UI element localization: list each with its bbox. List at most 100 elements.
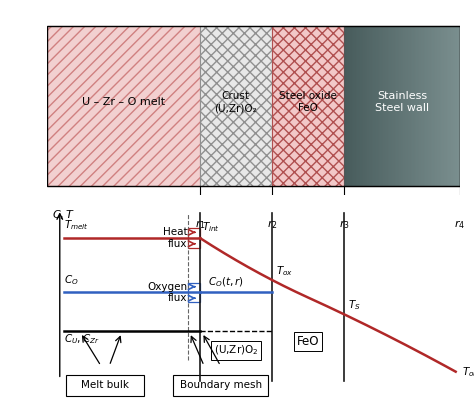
Bar [444, 25, 446, 186]
Text: $T_{ox}$: $T_{ox}$ [276, 264, 293, 278]
Bar [382, 25, 383, 186]
Text: $r_{1}$: $r_{1}$ [194, 218, 205, 231]
Bar [381, 25, 382, 186]
FancyBboxPatch shape [66, 374, 144, 395]
Bar [458, 25, 460, 186]
Bar [428, 25, 430, 186]
Bar [373, 25, 375, 186]
Text: $T_{out}$: $T_{out}$ [462, 365, 474, 378]
Bar [451, 25, 453, 186]
Text: $C_O$: $C_O$ [64, 273, 79, 287]
Bar [346, 25, 347, 186]
Bar [412, 25, 414, 186]
Bar [453, 25, 455, 186]
Bar [450, 25, 452, 186]
Bar [418, 25, 420, 186]
Bar [365, 25, 366, 186]
Bar [424, 25, 426, 186]
Bar [363, 25, 365, 186]
Bar [427, 25, 428, 186]
Text: $C, T$: $C, T$ [52, 208, 74, 220]
Bar [392, 25, 394, 186]
Bar [435, 25, 437, 186]
Bar [432, 25, 434, 186]
Text: $T_{melt}$: $T_{melt}$ [64, 219, 89, 232]
Text: Melt bulk: Melt bulk [81, 380, 129, 390]
Bar [376, 25, 378, 186]
Bar [438, 25, 440, 186]
Bar [344, 25, 346, 186]
Bar [357, 25, 359, 186]
Text: FeO: FeO [297, 334, 319, 348]
Bar [367, 25, 369, 186]
Text: $T_{int}$: $T_{int}$ [202, 220, 220, 234]
Bar [360, 25, 362, 186]
Text: Boundary mesh: Boundary mesh [180, 380, 262, 390]
Bar [359, 25, 361, 186]
Bar [200, 25, 272, 186]
Bar [396, 25, 398, 186]
Bar [402, 25, 404, 186]
Bar [374, 25, 376, 186]
Bar [408, 25, 410, 186]
Bar [425, 25, 427, 186]
Text: Stainless
Steel wall: Stainless Steel wall [375, 91, 429, 113]
Bar [362, 25, 364, 186]
Bar [448, 25, 450, 186]
Text: Crust
(U,Zr)O₂: Crust (U,Zr)O₂ [214, 91, 257, 113]
Bar [352, 25, 354, 186]
Bar [422, 25, 424, 186]
Bar [431, 25, 433, 186]
Bar [434, 25, 436, 186]
Bar [353, 25, 355, 186]
Bar [350, 25, 352, 186]
Bar [344, 25, 460, 186]
Bar [442, 25, 444, 186]
Bar [379, 25, 381, 186]
FancyBboxPatch shape [173, 374, 268, 395]
Bar [421, 25, 423, 186]
Text: U – Zr – O melt: U – Zr – O melt [82, 97, 165, 107]
Bar [401, 25, 402, 186]
Bar [372, 25, 374, 186]
Bar [454, 25, 456, 186]
Bar [414, 25, 415, 186]
Bar [409, 25, 411, 186]
Bar [447, 25, 449, 186]
Text: (U,Zr)O$_2$: (U,Zr)O$_2$ [214, 344, 258, 357]
Bar [388, 25, 390, 186]
Bar [398, 25, 400, 186]
Text: Steel oxide
FeO: Steel oxide FeO [279, 91, 337, 113]
Bar [349, 25, 350, 186]
Bar [456, 25, 457, 186]
Bar [355, 25, 356, 186]
Bar [415, 25, 417, 186]
Text: $r_{3}$: $r_{3}$ [339, 218, 350, 231]
Text: $C_U, C_{Zr}$: $C_U, C_{Zr}$ [64, 332, 100, 347]
Bar [393, 25, 395, 186]
Bar [403, 25, 405, 186]
Bar [356, 25, 358, 186]
Bar [395, 25, 397, 186]
Bar [437, 25, 438, 186]
Bar [441, 25, 443, 186]
Bar [439, 25, 441, 186]
Text: Heat
flux: Heat flux [163, 227, 188, 249]
Bar [272, 25, 344, 186]
Text: Oxygen
flux: Oxygen flux [147, 282, 188, 303]
Text: $C_O(t,r)$: $C_O(t,r)$ [208, 275, 244, 289]
Text: $r_{4}$: $r_{4}$ [454, 218, 465, 231]
Bar [377, 25, 379, 186]
Bar [383, 25, 385, 186]
Bar [429, 25, 431, 186]
Bar [446, 25, 447, 186]
Bar [369, 25, 371, 186]
Bar [410, 25, 412, 186]
Bar [405, 25, 407, 186]
Bar [366, 25, 368, 186]
Text: $r_{2}$: $r_{2}$ [267, 218, 277, 231]
Bar [399, 25, 401, 186]
Bar [386, 25, 388, 186]
Bar [389, 25, 391, 186]
Bar [385, 25, 387, 186]
